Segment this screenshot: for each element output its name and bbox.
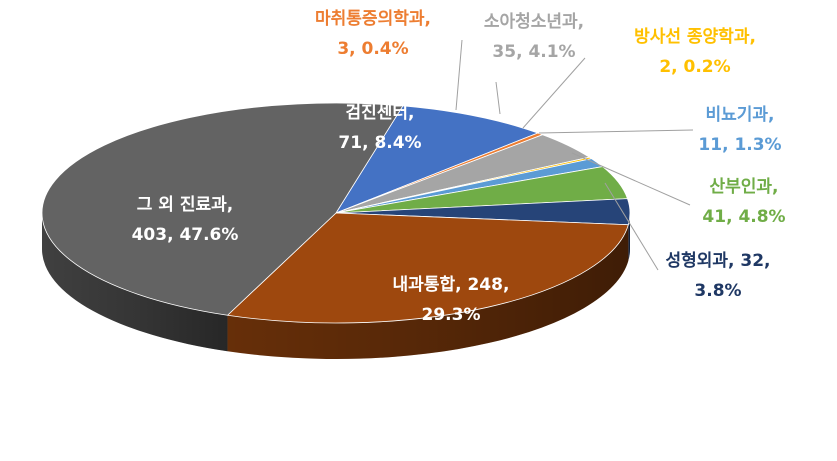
slice-8-label-1: 그 외 진료과,	[137, 195, 234, 215]
slice-4-label-1: 비뇨기과,	[705, 105, 774, 125]
slice-5-leader	[571, 152, 691, 206]
slice-0-label-1: 검진센터,	[345, 103, 414, 123]
slice-2-leader	[495, 81, 501, 115]
slice-7-side	[227, 224, 629, 360]
slice-1-label-1: 마취통증의학과,	[315, 8, 431, 29]
slice-6-side	[628, 213, 630, 261]
slice-5-label-2: 41, 4.8%	[702, 207, 785, 227]
slice-6-label-2: 3.8%	[694, 281, 741, 301]
slice-5-label-1: 산부인과,	[709, 177, 778, 197]
slice-3-label-2: 2, 0.2%	[659, 57, 730, 77]
slice-6-leader	[604, 182, 659, 271]
data-labels: 검진센터, 71, 8.4% 마취통증의학과, 3, 0.4% 소아청소년과, 35, 4…	[132, 8, 786, 325]
slice-8-top	[41, 102, 404, 316]
pie-tops	[41, 102, 631, 324]
slice-2-label-1: 소아청소년과,	[484, 11, 584, 32]
slice-3-leader	[522, 57, 586, 129]
slice-4-label-2: 11, 1.3%	[698, 135, 781, 155]
slice-3-label-1: 방사선 종양학과,	[634, 27, 756, 47]
slice-0-label-2: 71, 8.4%	[338, 133, 421, 153]
slice-8-label-2: 403, 47.6%	[132, 225, 239, 245]
slice-6-label-1: 성형외과, 32,	[665, 250, 770, 271]
pie-sides	[42, 213, 630, 360]
leader-lines	[455, 39, 694, 271]
slice-7-label-2: 29.3%	[422, 305, 481, 325]
slice-1-leader	[455, 39, 463, 111]
slice-2-label-2: 35, 4.1%	[492, 42, 575, 62]
slice-7-top	[226, 212, 629, 324]
slice-4-leader	[538, 129, 694, 134]
slice-8-side	[42, 213, 228, 352]
slice-7-label-1: 내과통합, 248,	[393, 274, 510, 295]
slice-1-label-2: 3, 0.4%	[337, 39, 408, 59]
